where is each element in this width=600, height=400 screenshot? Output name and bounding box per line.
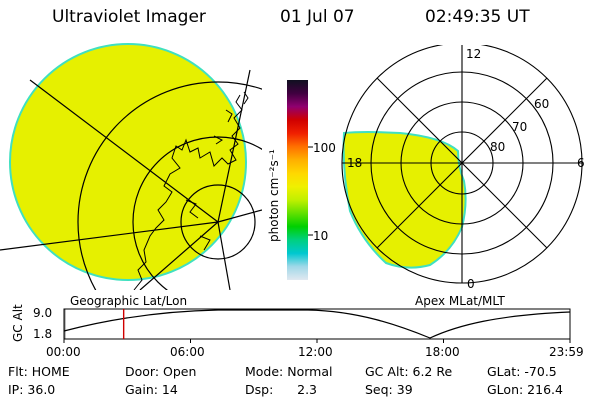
altitude-axis-label: GC Alt [11, 304, 25, 342]
altitude-plot [63, 308, 571, 343]
xtick-1800: 18:00 [425, 345, 460, 359]
altitude-plot-frame [63, 308, 571, 340]
altitude-xticks [63, 339, 571, 343]
lat-label-60: 60 [534, 97, 550, 111]
polar-grid [341, 45, 583, 284]
colorbar [287, 80, 308, 280]
info-mode: Mode: Normal [245, 364, 333, 379]
uv-image-polar [342, 131, 467, 269]
date-label: 01 Jul 07 [280, 7, 355, 27]
lat-lon-grid [0, 69, 262, 290]
lat-label-70: 70 [512, 120, 528, 134]
time-label: 02:49:35 UT [425, 7, 530, 27]
info-flight: Flt: HOME [8, 364, 70, 379]
xtick-2359: 23:59 [549, 345, 584, 359]
polar-mlat-mlt-panel [341, 45, 583, 284]
colorbar-tick-100: 100 [313, 141, 336, 155]
geographic-panel-label: Geographic Lat/Lon [70, 294, 188, 308]
colorbar-ticks [308, 146, 313, 236]
info-glon: GLon: 216.4 [487, 382, 563, 397]
info-gain: Gain: 14 [125, 382, 178, 397]
colorbar-tick-10: 10 [313, 229, 329, 243]
uv-image-disk [9, 43, 247, 281]
colorbar-label: photon cm⁻²s⁻¹ [267, 149, 281, 242]
info-glat: GLat: -70.5 [487, 364, 557, 379]
xtick-1200: 12:00 [298, 345, 333, 359]
xtick-0600: 06:00 [170, 345, 205, 359]
mlt-label-18: 18 [347, 156, 363, 170]
altitude-ytick-bottom: 1.8 [33, 327, 53, 341]
instrument-title: Ultraviolet Imager [52, 7, 206, 27]
coastline-detail [185, 91, 249, 251]
mlt-label-6: 6 [577, 156, 585, 170]
mlt-label-0: 0 [467, 277, 475, 291]
altitude-ytick-top: 9.0 [33, 306, 53, 320]
geographic-image-panel [0, 43, 262, 290]
info-door: Door: Open [125, 364, 197, 379]
lat-label-80: 80 [490, 140, 506, 154]
mlt-label-12: 12 [466, 47, 482, 61]
info-gc-alt: GC Alt: 6.2 Re [365, 364, 453, 379]
coastline [133, 94, 243, 290]
info-dsp: Dsp: 2.3 [245, 382, 318, 397]
altitude-curve [63, 309, 571, 339]
info-ip: IP: 36.0 [8, 382, 56, 397]
polar-panel-label: Apex MLat/MLT [415, 294, 505, 308]
xtick-0000: 00:00 [46, 345, 81, 359]
info-seq: Seq: 39 [365, 382, 413, 397]
